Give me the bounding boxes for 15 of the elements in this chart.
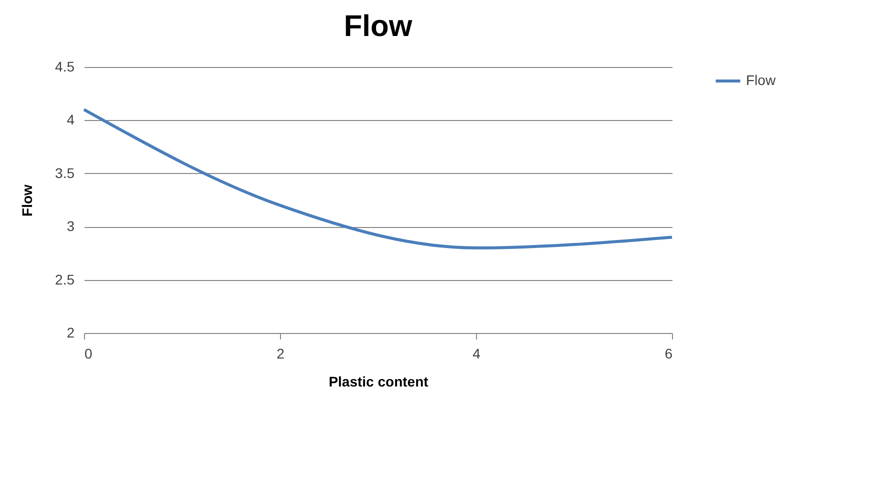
x-tick-label: 0 xyxy=(84,346,92,362)
y-axis-title: Flow xyxy=(19,184,36,216)
line-series xyxy=(82,108,674,250)
x-tick-label: 6 xyxy=(664,346,673,362)
y-tick-label: 3.5 xyxy=(55,164,75,181)
legend-label: Flow xyxy=(746,72,776,88)
chart-title: Flow xyxy=(344,10,413,43)
y-tick-label: 4 xyxy=(66,112,75,128)
x-axis-title: Plastic content xyxy=(328,374,429,390)
y-tick-label: 4.5 xyxy=(55,58,75,74)
x-tick-label: 2 xyxy=(276,346,285,362)
y-tick-label: 2.5 xyxy=(55,271,75,288)
y-tick-label: 2 xyxy=(66,324,75,340)
x-tick-label: 4 xyxy=(472,346,481,362)
y-tick-label: 3 xyxy=(66,218,75,234)
